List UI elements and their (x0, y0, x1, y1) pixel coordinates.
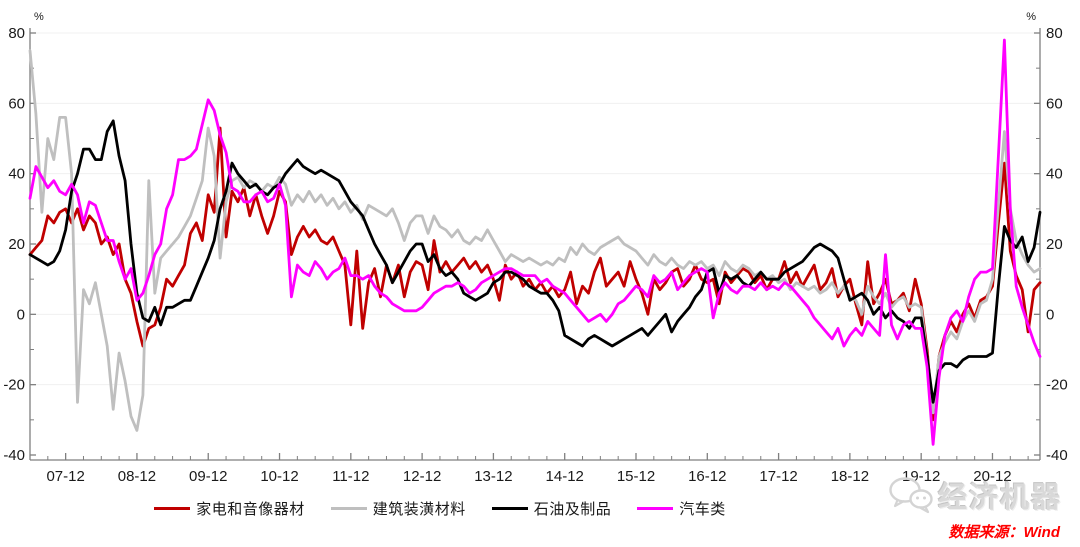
x-tick-label: 16-12 (688, 468, 726, 485)
axes: 80 80 60 60 40 40 20 20 0 0 -20 -20 -40 -40% % 07-12 08-… (3, 11, 1067, 485)
legend-label: 石油及制品 (533, 501, 612, 518)
chart-legend: 家电和音像器材 建筑装潢材料 石油及制品 汽车类 (0, 498, 880, 519)
legend-item-building-materials: 建筑装潢材料 (330, 498, 466, 519)
x-tick-label: 17-12 (759, 468, 797, 485)
svg-text:60: 60 (1046, 95, 1063, 112)
svg-text:20: 20 (1046, 236, 1063, 253)
legend-label: 汽车类 (679, 501, 726, 518)
svg-text:80: 80 (8, 25, 25, 42)
legend-label: 建筑装潢材料 (372, 501, 466, 518)
svg-text:-20: -20 (3, 377, 25, 394)
legend-item-appliances: 家电和音像器材 (154, 498, 305, 519)
x-tick-label: 18-12 (831, 468, 869, 485)
series-line-汽车类 (28, 38, 1042, 446)
x-tick-label: 09-12 (189, 468, 227, 485)
x-tick-label: 10-12 (260, 468, 298, 485)
data-source-note: 数据来源：Wind (948, 524, 1060, 541)
svg-text:-40: -40 (3, 447, 25, 464)
svg-text:-40: -40 (1046, 447, 1068, 464)
svg-text:80: 80 (1046, 25, 1063, 42)
x-tick-label: 08-12 (118, 468, 156, 485)
x-tick-label: 19-12 (902, 468, 940, 485)
svg-text:20: 20 (8, 236, 25, 253)
svg-text:0: 0 (17, 306, 25, 323)
series-lines (28, 38, 1042, 446)
x-tick-label: 13-12 (474, 468, 512, 485)
x-tick-label: 15-12 (617, 468, 655, 485)
x-tick-label: 20-12 (973, 468, 1011, 485)
svg-text:40: 40 (1046, 166, 1063, 183)
series-line-石油及制品 (28, 119, 1042, 404)
svg-text:60: 60 (8, 95, 25, 112)
petroleum-line-swatch (491, 507, 528, 510)
y-unit-left: % (34, 11, 44, 23)
svg-text:40: 40 (8, 166, 25, 183)
svg-text:0: 0 (1046, 306, 1054, 323)
building-materials-line-swatch (330, 507, 367, 510)
legend-item-petroleum: 石油及制品 (491, 498, 612, 519)
gridlines (30, 32, 1040, 386)
appliances-line-swatch (154, 507, 191, 510)
series-line-建筑装潢材料 (28, 49, 1042, 432)
svg-text:-20: -20 (1046, 377, 1068, 394)
y-unit-right: % (1026, 11, 1036, 23)
x-tick-label: 12-12 (403, 468, 441, 485)
x-tick-label: 07-12 (46, 468, 84, 485)
x-tick-label: 11-12 (332, 468, 369, 485)
autos-line-swatch (637, 507, 674, 510)
legend-label: 家电和音像器材 (196, 501, 305, 518)
legend-item-autos: 汽车类 (637, 498, 726, 519)
x-tick-label: 14-12 (546, 468, 584, 485)
